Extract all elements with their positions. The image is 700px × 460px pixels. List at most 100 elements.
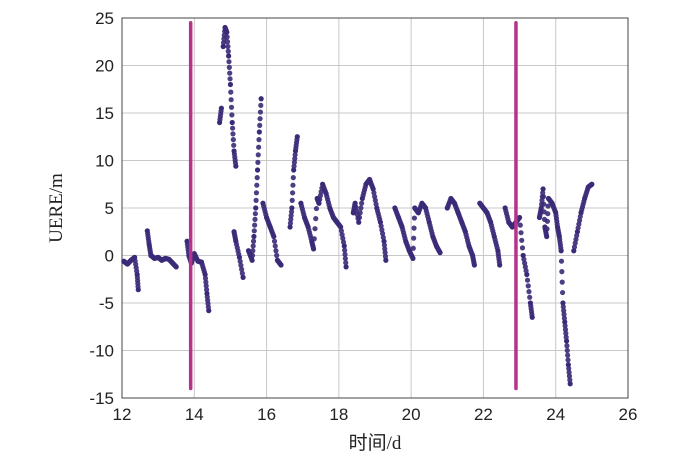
data-point-196 [256,129,262,135]
data-point-549 [529,314,535,320]
data-point-610 [562,319,568,325]
data-point-147 [230,137,236,143]
x-tick-label-1: 14 [185,405,204,424]
data-point-169 [239,270,245,276]
data-point-187 [253,197,259,203]
data-point-530 [517,222,523,228]
data-point-236 [290,182,296,188]
data-points [121,24,595,387]
data-point-105 [203,283,209,289]
data-point-134 [226,53,232,59]
x-tick-labels: 12 14 16 18 20 22 24 26 [113,405,638,424]
data-point-603 [559,279,565,285]
data-point-572 [544,218,551,224]
data-point-148 [231,142,237,148]
data-point-333 [358,205,364,211]
data-point-102 [202,271,208,278]
data-point-235 [289,190,296,196]
data-point-194 [256,144,262,150]
data-point-620 [565,362,571,368]
data-point-436 [437,250,443,256]
data-point-184 [252,216,258,222]
data-point-602 [559,269,565,275]
data-point-398 [411,235,417,241]
data-point-188 [253,190,260,196]
data-point-130 [224,34,230,40]
data-point-331 [356,214,363,221]
data-point-314 [341,243,347,249]
data-point-571 [544,226,550,232]
data-point-237 [290,175,296,181]
data-point-144 [229,119,235,126]
data-point-238 [291,167,297,173]
y-tick-label-1: 20 [95,57,114,76]
y-tick-label-3: 10 [95,152,114,171]
x-axis-label: 时间/d [349,432,402,454]
data-point-540 [524,277,531,283]
data-point-555 [538,205,544,211]
data-point-112 [206,308,212,314]
data-point-368 [382,250,388,256]
data-point-366 [381,242,387,248]
data-point-617 [564,347,570,354]
data-point-190 [254,175,260,181]
data-point-131 [224,39,231,45]
data-point-651 [589,181,595,187]
data-point-140 [228,89,234,95]
x-tick-label-7: 26 [619,405,638,424]
data-point-168 [239,266,245,272]
data-point-332 [357,210,363,216]
data-point-191 [254,167,261,173]
data-point-533 [519,245,526,251]
data-point-248 [294,134,300,140]
data-point-605 [560,300,566,306]
data-point-529 [516,214,523,221]
data-point-543 [527,294,533,300]
data-point-334 [359,200,365,206]
data-point-154 [233,163,239,169]
y-tick-label-7: -10 [89,342,114,361]
data-point-271 [312,226,318,232]
data-point-195 [256,137,262,143]
data-point-611 [562,323,568,329]
data-point-25 [135,287,141,293]
data-point-560 [540,186,546,192]
data-point-616 [564,343,570,349]
x-tick-label-4: 20 [402,405,421,424]
data-point-143 [229,112,235,118]
y-tick-label-4: 5 [105,199,114,218]
data-point-217 [271,233,277,240]
data-point-176 [249,257,255,263]
data-point-400 [411,215,417,221]
data-point-508 [497,262,503,268]
data-point-182 [251,228,257,234]
data-point-330 [356,219,362,225]
data-point-608 [561,311,567,317]
data-point-365 [381,238,387,244]
data-point-198 [257,116,263,122]
data-point-193 [255,152,261,158]
x-tick-label-5: 22 [474,405,493,424]
data-point-269 [310,246,317,252]
data-point-397 [410,245,416,251]
data-point-604 [559,289,566,296]
data-point-573 [545,211,551,217]
data-point-532 [519,237,525,243]
data-point-531 [518,230,524,236]
data-point-138 [227,76,233,82]
data-point-613 [563,330,569,336]
data-point-136 [226,64,232,70]
data-point-185 [252,211,258,217]
data-point-606 [560,304,566,310]
data-point-120 [220,40,227,46]
data-point-165 [236,254,243,260]
data-point-189 [254,182,260,188]
y-tick-label-2: 15 [95,104,114,123]
data-point-619 [565,357,571,363]
data-point-232 [288,209,295,215]
data-point-132 [225,43,231,50]
data-point-399 [411,225,417,231]
data-point-574 [545,203,551,209]
data-point-612 [562,327,569,333]
data-point-370 [383,257,389,263]
